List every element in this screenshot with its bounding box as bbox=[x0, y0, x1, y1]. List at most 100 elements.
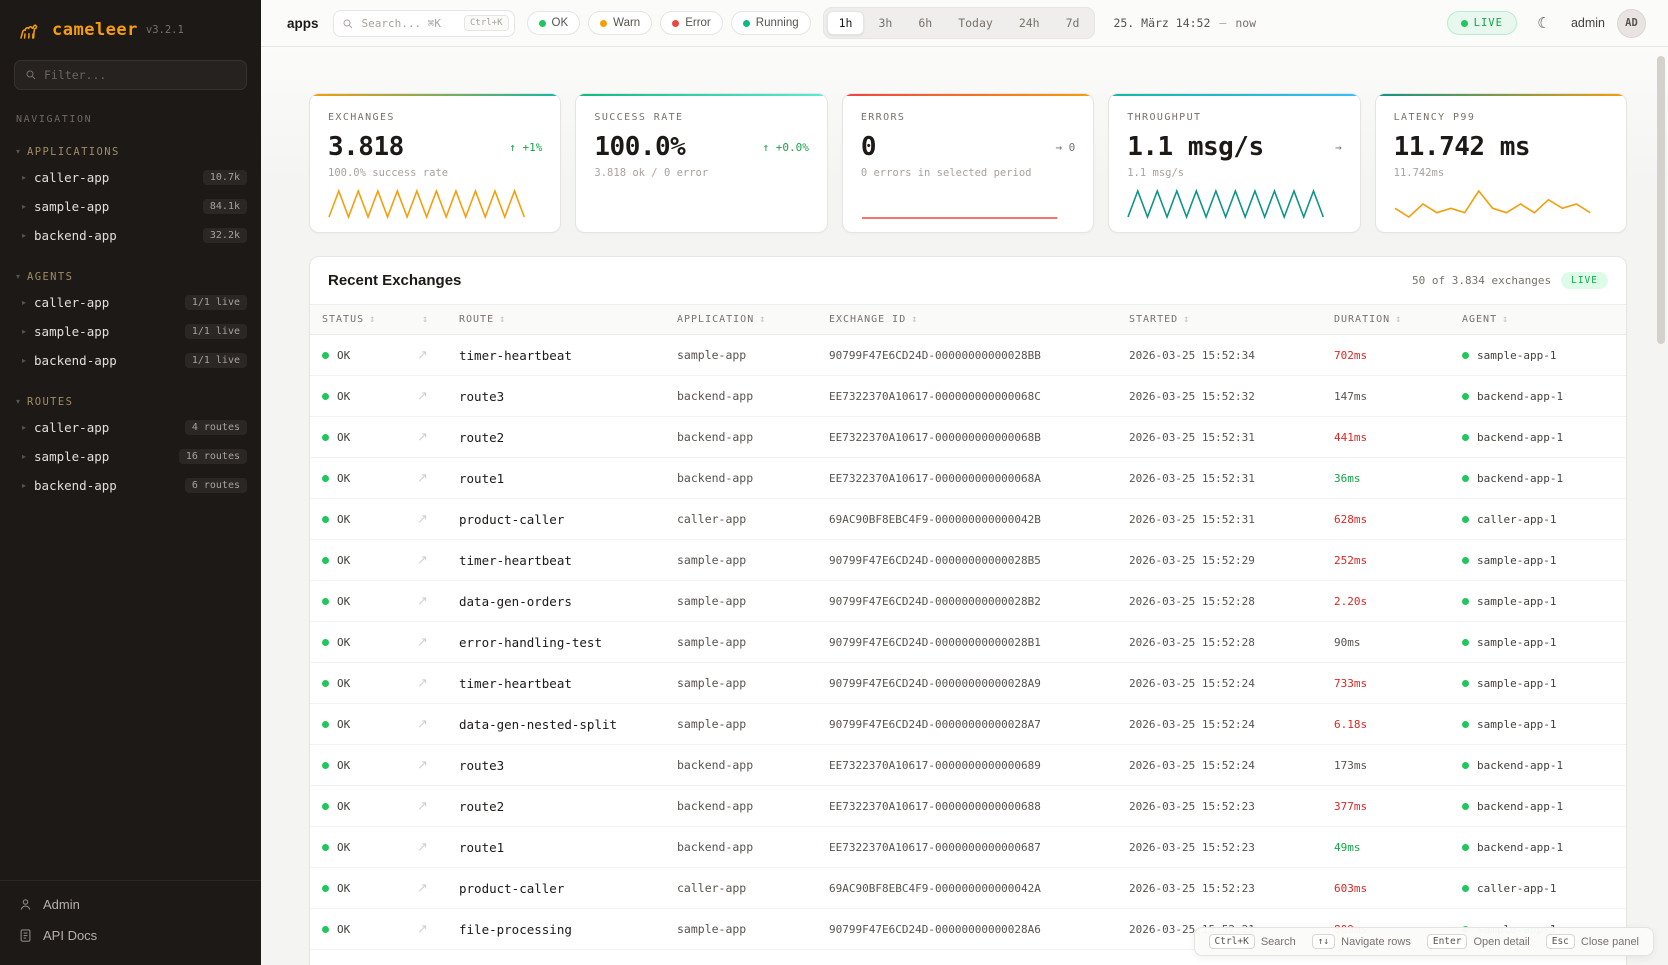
time-range-button[interactable]: 6h bbox=[906, 11, 944, 35]
open-detail-icon[interactable]: ↗ bbox=[417, 757, 428, 772]
panel-header: Recent Exchanges 50 of 3.834 exchanges L… bbox=[310, 257, 1626, 305]
open-detail-icon[interactable]: ↗ bbox=[417, 552, 428, 567]
application-cell: sample-app bbox=[665, 334, 817, 376]
sidebar-item[interactable]: ▸ backend-app 1/1 live bbox=[0, 346, 261, 375]
open-detail-icon[interactable]: ↗ bbox=[417, 593, 428, 608]
agent-dot-icon bbox=[1462, 557, 1469, 565]
camel-logo-icon bbox=[20, 24, 38, 39]
sidebar-section-header[interactable]: ▾ ROUTES bbox=[0, 393, 261, 413]
exchange-id-cell: 69AC90BF8EBC4F9-000000000000042A bbox=[817, 867, 1117, 909]
duration-cell: 377ms bbox=[1322, 785, 1450, 827]
sidebar-item[interactable]: ▸ backend-app 32.2k bbox=[0, 221, 261, 250]
hint-label: Open detail bbox=[1473, 935, 1530, 948]
table-row[interactable]: OK ↗ route2 backend-app EE7322370A10617-… bbox=[310, 416, 1626, 458]
sidebar-item[interactable]: ▸ sample-app 16 routes bbox=[0, 442, 261, 471]
column-header[interactable]: ROUTE ↕ bbox=[447, 305, 665, 335]
column-header[interactable]: STATUS ↕ bbox=[310, 305, 405, 335]
open-detail-icon[interactable]: ↗ bbox=[417, 839, 428, 854]
table-row[interactable]: OK ↗ route2 backend-app EE7322370A10617-… bbox=[310, 785, 1626, 827]
status-cell: OK bbox=[337, 841, 351, 855]
sidebar-item-badge: 84.1k bbox=[202, 199, 247, 214]
scrollbar-thumb[interactable] bbox=[1657, 56, 1665, 344]
column-header[interactable]: AGENT ↕ bbox=[1450, 305, 1626, 335]
sidebar-item-admin[interactable]: Admin bbox=[18, 897, 243, 912]
sidebar-item-api-docs[interactable]: API Docs bbox=[18, 928, 243, 943]
started-cell: 2026-03-25 15:52:23 bbox=[1117, 785, 1322, 827]
table-row[interactable]: OK ↗ timer-heartbeat sample-app 90799F47… bbox=[310, 539, 1626, 581]
open-detail-icon[interactable]: ↗ bbox=[417, 511, 428, 526]
avatar[interactable]: AD bbox=[1617, 8, 1646, 38]
open-detail-icon[interactable]: ↗ bbox=[417, 798, 428, 813]
open-detail-icon[interactable]: ↗ bbox=[417, 921, 428, 936]
application-cell: backend-app bbox=[665, 416, 817, 458]
column-header[interactable]: DURATION ↕ bbox=[1322, 305, 1450, 335]
table-row[interactable]: OK ↗ product-caller caller-app 69AC90BF8… bbox=[310, 498, 1626, 540]
stat-sparkline bbox=[328, 188, 526, 220]
open-detail-icon[interactable]: ↗ bbox=[417, 716, 428, 731]
table-row[interactable]: OK ↗ route1 backend-app EE7322370A10617-… bbox=[310, 457, 1626, 499]
open-detail-icon[interactable]: ↗ bbox=[417, 429, 428, 444]
filter-input[interactable] bbox=[44, 68, 236, 82]
column-header[interactable]: APPLICATION ↕ bbox=[665, 305, 817, 335]
sidebar-item[interactable]: ▸ caller-app 4 routes bbox=[0, 413, 261, 442]
time-range-button[interactable]: 1h bbox=[826, 11, 865, 35]
table-row[interactable]: OK ↗ route3 backend-app EE7322370A10617-… bbox=[310, 375, 1626, 417]
status-filter-chip[interactable]: Running bbox=[730, 11, 811, 35]
table-row[interactable]: OK ↗ route1 backend-app EE7322370A10617-… bbox=[310, 826, 1626, 868]
open-detail-icon[interactable]: ↗ bbox=[417, 962, 428, 965]
started-cell: 2026-03-25 15:52:24 bbox=[1117, 744, 1322, 786]
search-input[interactable] bbox=[332, 9, 515, 37]
status-filter-chip[interactable]: Error bbox=[660, 11, 723, 35]
status-filter-label: OK bbox=[551, 17, 569, 29]
global-search: Ctrl+K bbox=[332, 9, 515, 37]
sidebar-item[interactable]: ▸ caller-app 1/1 live bbox=[0, 288, 261, 317]
stat-card: ERRORS 0 → 0 0 errors in selected period bbox=[841, 93, 1095, 233]
exchange-id-cell: EE7322370A10617-000000000000068B bbox=[817, 416, 1117, 458]
stat-subtitle: 100.0% success rate bbox=[328, 167, 449, 179]
status-filter-chip[interactable]: OK bbox=[526, 11, 581, 35]
time-display[interactable]: 25. März 14:52 — now bbox=[1113, 16, 1256, 30]
time-range-button[interactable]: Today bbox=[946, 11, 1005, 35]
sidebar-item[interactable]: ▸ sample-app 84.1k bbox=[0, 192, 261, 221]
time-range-button[interactable]: 3h bbox=[866, 11, 904, 35]
open-detail-icon[interactable]: ↗ bbox=[417, 470, 428, 485]
agent-dot-icon bbox=[1462, 885, 1469, 893]
agent-dot-icon bbox=[1462, 844, 1469, 852]
sidebar-item[interactable]: ▸ caller-app 10.7k bbox=[0, 163, 261, 192]
table-row[interactable]: OK ↗ timer-heartbeat sample-app 90799F47… bbox=[310, 662, 1626, 704]
table-row[interactable]: OK ↗ error-handling-test sample-app 9079… bbox=[310, 621, 1626, 663]
duration-cell: 173ms bbox=[1322, 744, 1450, 786]
sidebar-section-header[interactable]: ▾ APPLICATIONS bbox=[0, 143, 261, 163]
status-filter-chip[interactable]: Warn bbox=[588, 11, 653, 35]
open-detail-icon[interactable]: ↗ bbox=[417, 388, 428, 403]
agent-dot-icon bbox=[1462, 680, 1469, 688]
chevron-right-icon: ▸ bbox=[22, 172, 27, 182]
stat-sparkline bbox=[1127, 188, 1325, 220]
started-cell: 2026-03-25 15:52:28 bbox=[1117, 580, 1322, 622]
column-header[interactable]: ↕ bbox=[405, 305, 447, 335]
table-row[interactable]: OK ↗ route3 backend-app EE7322370A10617-… bbox=[310, 744, 1626, 786]
column-header[interactable]: STARTED ↕ bbox=[1117, 305, 1322, 335]
open-detail-icon[interactable]: ↗ bbox=[417, 347, 428, 362]
table-row[interactable]: OK ↗ product-caller caller-app 69AC90BF8… bbox=[310, 867, 1626, 909]
sidebar-section-header[interactable]: ▾ AGENTS bbox=[0, 268, 261, 288]
chevron-right-icon: ▸ bbox=[22, 480, 27, 490]
table-row[interactable]: OK ↗ data-gen-files sample-app 90799F47E… bbox=[310, 949, 1626, 965]
open-detail-icon[interactable]: ↗ bbox=[417, 634, 428, 649]
open-detail-icon[interactable]: ↗ bbox=[417, 675, 428, 690]
time-range-button[interactable]: 24h bbox=[1007, 11, 1052, 35]
table-row[interactable]: OK ↗ data-gen-nested-split sample-app 90… bbox=[310, 703, 1626, 745]
table-row[interactable]: OK ↗ data-gen-orders sample-app 90799F47… bbox=[310, 580, 1626, 622]
sort-icon: ↕ bbox=[911, 314, 919, 325]
live-toggle[interactable]: LIVE bbox=[1446, 11, 1517, 35]
theme-toggle-button[interactable]: ☾ bbox=[1529, 8, 1559, 38]
navigation-label: NAVIGATION bbox=[16, 114, 93, 125]
sidebar-item[interactable]: ▸ sample-app 1/1 live bbox=[0, 317, 261, 346]
open-detail-icon[interactable]: ↗ bbox=[417, 880, 428, 895]
table-row[interactable]: OK ↗ timer-heartbeat sample-app 90799F47… bbox=[310, 334, 1626, 376]
sidebar-item[interactable]: ▸ backend-app 6 routes bbox=[0, 471, 261, 500]
column-header[interactable]: EXCHANGE ID ↕ bbox=[817, 305, 1117, 335]
time-range-button[interactable]: 7d bbox=[1054, 11, 1092, 35]
time-current: 25. März 14:52 bbox=[1113, 16, 1211, 30]
status-filter-label: Running bbox=[755, 17, 799, 29]
